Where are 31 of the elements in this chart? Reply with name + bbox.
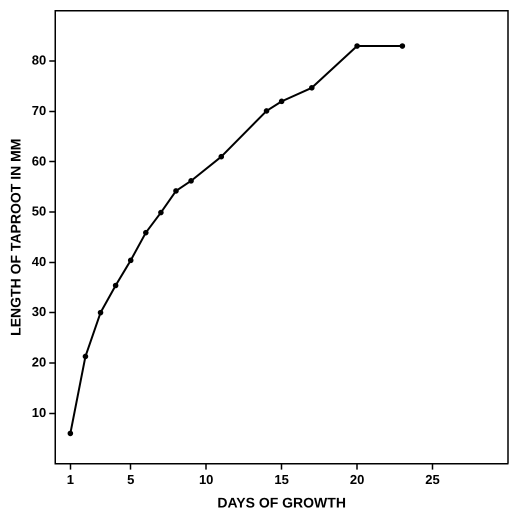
y-tick-label: 40 xyxy=(32,254,46,269)
point xyxy=(354,43,360,49)
x-axis-title: DAYS OF GROWTH xyxy=(217,494,346,510)
x-tick-label: 25 xyxy=(425,472,440,487)
x-tick-label: 5 xyxy=(127,472,134,487)
point xyxy=(188,178,194,184)
point xyxy=(173,188,179,194)
y-tick-label: 30 xyxy=(32,304,46,320)
point xyxy=(278,98,284,104)
point xyxy=(309,84,315,91)
point xyxy=(68,430,74,436)
y-tick-label: 20 xyxy=(32,354,46,370)
point xyxy=(400,43,406,49)
y-tick-label: 50 xyxy=(32,204,46,219)
point xyxy=(158,210,164,216)
y-tick-label: 10 xyxy=(32,404,46,420)
point xyxy=(98,310,104,316)
point xyxy=(112,282,118,288)
y-tick-label: 70 xyxy=(32,103,46,118)
x-tick-label: 15 xyxy=(274,472,289,487)
x-tick-label: 1 xyxy=(66,472,74,487)
y-tick-label: 60 xyxy=(32,153,46,168)
y-axis-title: LENGTH OF TAPROOT IN MM xyxy=(7,138,24,336)
point xyxy=(143,230,149,236)
point xyxy=(264,108,270,114)
x-tick-label: 10 xyxy=(198,472,214,487)
point xyxy=(218,154,224,160)
y-tick-label: 80 xyxy=(32,52,46,68)
point xyxy=(128,258,134,264)
point xyxy=(82,354,88,360)
x-tick-label: 20 xyxy=(350,472,364,487)
